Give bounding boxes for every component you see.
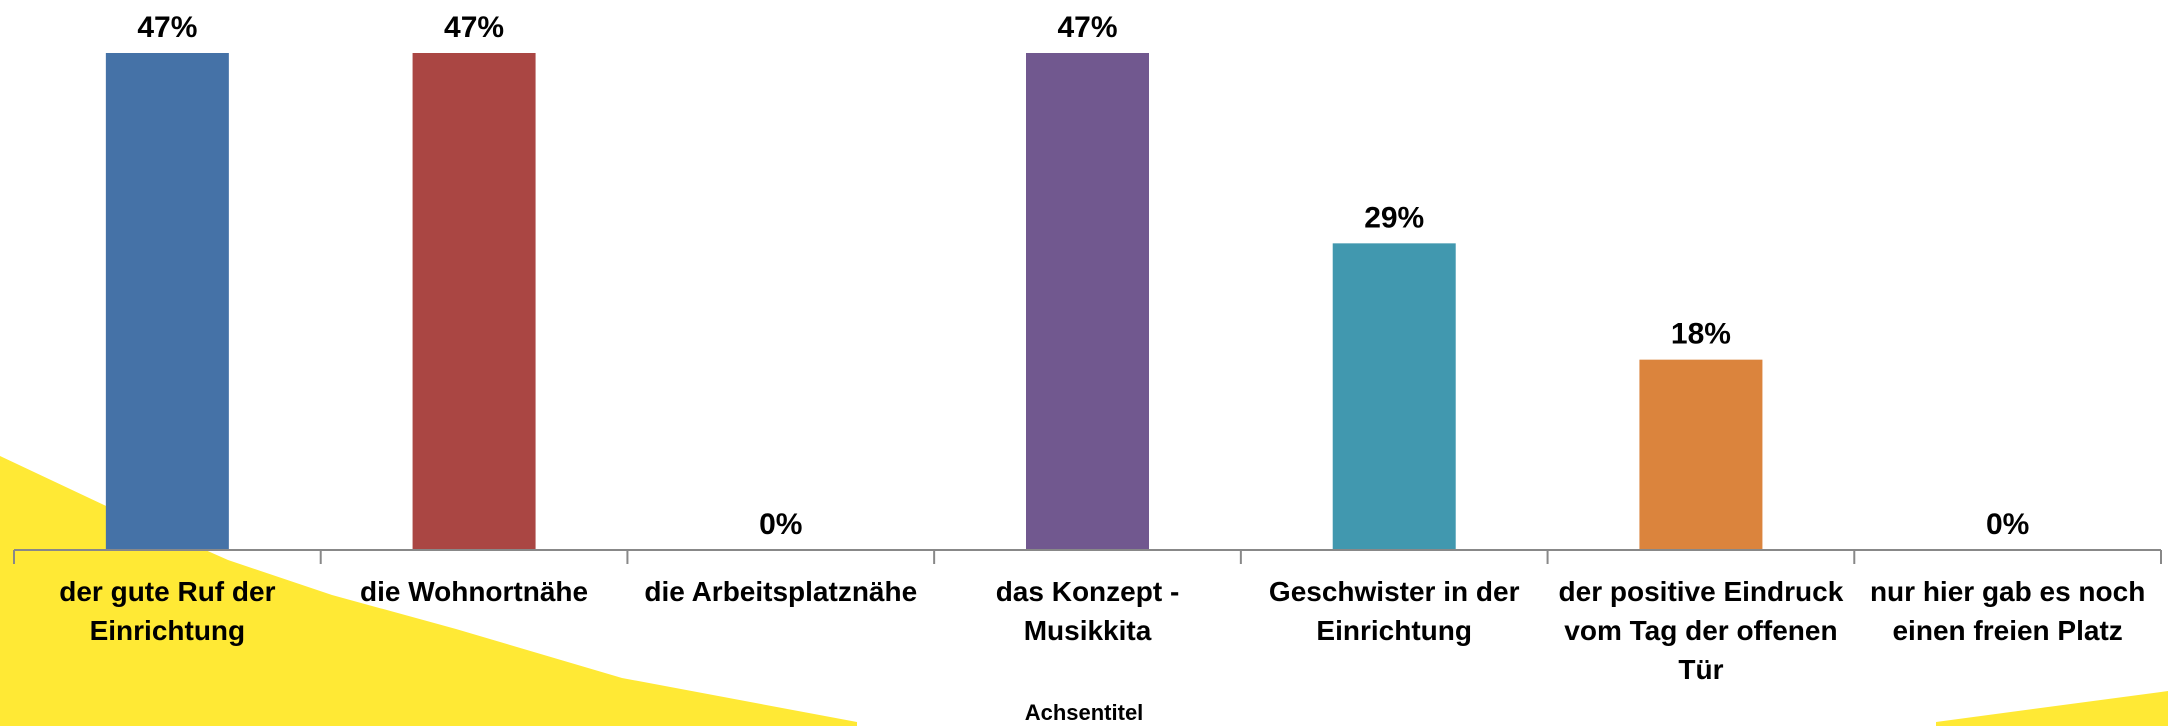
value-label: 47% [444,11,504,44]
bar [1639,360,1762,550]
bar [1026,53,1149,550]
x-tick-label: der positive Eindruck vom Tag der offene… [1554,572,1849,689]
x-tick-label: Geschwister in der Einrichtung [1247,572,1542,650]
x-axis-title: Achsentitel [0,700,2168,726]
value-label: 18% [1671,318,1731,351]
value-label: 0% [1986,508,2029,541]
x-tick-label: nur hier gab es noch einen freien Platz [1860,572,2155,650]
page: 47% 47% 0% 47% 29% 18% 0% Achsentitel der gute… [0,0,2168,726]
x-tick-label: der gute Ruf der Einrichtung [20,572,315,650]
value-label: 47% [1057,11,1117,44]
bar [106,53,229,550]
value-label: 0% [759,508,802,541]
bar [413,53,536,550]
value-label: 47% [137,11,197,44]
x-tick-label: die Arbeitsplatznähe [633,572,928,611]
bar [1333,243,1456,550]
value-label: 29% [1364,201,1424,234]
x-tick-label: die Wohnortnähe [327,572,622,611]
x-tick-label: das Konzept - Musikkita [940,572,1235,650]
